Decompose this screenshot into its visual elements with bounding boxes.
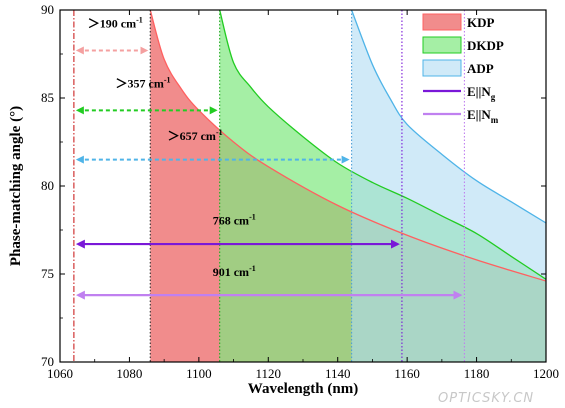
vertical-markers	[73, 10, 465, 362]
legend-swatch-dkdp	[422, 36, 462, 54]
legend-label-2: ADP	[467, 61, 494, 76]
watermark: OPTICSKY.CN	[438, 391, 534, 406]
x-axis-label: Wavelength (nm)	[248, 381, 358, 397]
y-tick-label-80: 80	[41, 178, 54, 193]
curve-adp	[350, 10, 546, 224]
arrow-label-0: ＞190 cm-1	[88, 16, 143, 31]
y-axis-label: Phase-matching angle (°)	[8, 106, 24, 266]
area-adp	[351, 10, 546, 362]
arrow-label-3: 768 cm-1	[213, 213, 256, 228]
y-tick-label-90: 90	[41, 2, 54, 17]
legend-swatch-kdp	[422, 13, 462, 31]
legend-label-4: E||Nm	[467, 107, 499, 125]
legend-label-3: E||Ng	[467, 84, 496, 102]
arrow-label-1: ＞357 cm-1	[116, 75, 171, 90]
arrow-label-2: ＞657 cm-1	[168, 128, 223, 143]
legend-label-1: DKDP	[467, 38, 504, 53]
x-tick-label-1160: 1160	[394, 366, 420, 381]
x-tick-label-1200: 1200	[533, 366, 559, 381]
x-tick-label-1100: 1100	[186, 366, 212, 381]
curve-dkdp	[219, 10, 546, 280]
range-arrows	[75, 46, 463, 300]
x-tick-label-1120: 1120	[256, 366, 282, 381]
y-tick-label-75: 75	[41, 266, 54, 281]
y-tick-label-85: 85	[41, 90, 54, 105]
arrow-label-4: 901 cm-1	[213, 264, 256, 279]
x-tick-label-1140: 1140	[325, 366, 351, 381]
y-tick-label-70: 70	[41, 354, 54, 369]
range-annotations: ＞190 cm-1 ＞357 cm-1 ＞657 cm-1 768 cm-1 901 c…	[88, 16, 256, 279]
x-tick-label-1060: 1060	[47, 366, 73, 381]
x-tick-label-1180: 1180	[464, 366, 490, 381]
legend-swatch-adp	[422, 59, 462, 77]
axis-ticks: 1060 1080 1100 1120 1140 1160 1180 1200 70 75 80 85…	[41, 2, 559, 381]
x-tick-label-1080: 1080	[116, 366, 142, 381]
legend-label-0: KDP	[467, 15, 495, 30]
legend: KDP DKDP ADP E||Ng E||Nm	[422, 13, 504, 125]
